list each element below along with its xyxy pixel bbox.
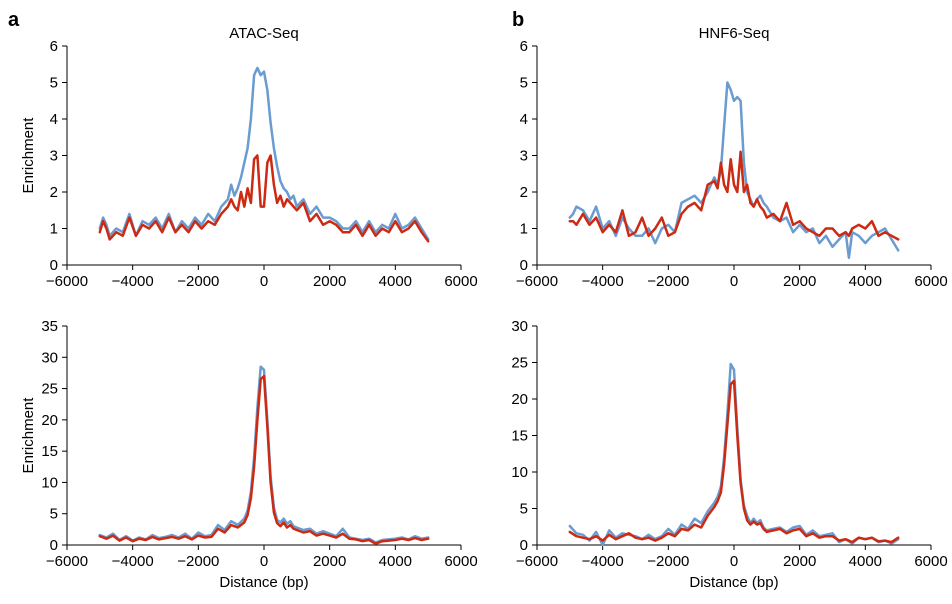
x-tick-label: 2000 (783, 553, 816, 570)
x-tick-label: −4000 (582, 553, 624, 570)
x-tick-label: 2000 (313, 273, 346, 290)
y-tick-label: 15 (41, 443, 58, 460)
chart-panel-a-top: 0 1 2 3 4 5 6 −6000 −4000 −2000 0 2000 4000 6000 ATAC-… (20, 25, 478, 290)
y-tick-label: 20 (511, 391, 528, 408)
x-tick-label: 0 (260, 273, 268, 290)
panel-letter-b: b (512, 9, 524, 31)
y-tick-label: 5 (520, 75, 528, 92)
y-tick-label: 25 (511, 355, 528, 372)
x-tick-label: 2000 (313, 553, 346, 570)
y-tick-label: 0 (520, 257, 528, 274)
y-tick-label: 0 (50, 257, 58, 274)
x-tick-label: −6000 (46, 553, 88, 570)
y-tick-label: 5 (520, 501, 528, 518)
x-tick-label: 4000 (379, 273, 412, 290)
x-axis-label: Distance (bp) (689, 574, 778, 591)
y-tick-label: 10 (511, 464, 528, 481)
y-tick-label: 5 (50, 506, 58, 523)
x-tick-label: −4000 (582, 273, 624, 290)
series-line-blue (568, 81, 900, 259)
x-tick-label: 0 (730, 273, 738, 290)
series-line-blue (98, 66, 430, 241)
y-tick-label: 2 (50, 184, 58, 201)
chart-panel-b-bottom: 0 5 10 15 20 25 30 −6000 −4000 −2000 0 2000 4000 6000… (511, 318, 947, 591)
y-tick-label: 30 (511, 318, 528, 335)
chart-panel-b-top: 0 1 2 3 4 5 6 −6000 −4000 −2000 0 2000 4000 6000 HNF6-… (516, 25, 948, 290)
panel-title: ATAC-Seq (229, 25, 298, 42)
x-tick-label: −4000 (112, 273, 154, 290)
x-tick-label: −6000 (516, 273, 558, 290)
panel-letter-a: a (8, 9, 20, 31)
x-tick-label: −2000 (647, 553, 689, 570)
x-tick-label: 4000 (849, 553, 882, 570)
series-line-red (98, 154, 430, 243)
y-tick-label: 0 (520, 537, 528, 554)
y-tick-label: 2 (520, 184, 528, 201)
x-tick-label: −2000 (647, 273, 689, 290)
y-axis-label: Enrichment (20, 397, 37, 474)
x-tick-label: 0 (260, 553, 268, 570)
y-tick-label: 25 (41, 381, 58, 398)
x-tick-label: 6000 (444, 553, 477, 570)
x-tick-label: 6000 (914, 273, 947, 290)
x-tick-label: −4000 (112, 553, 154, 570)
chart-panel-a-bottom: 0 5 10 15 20 25 30 35 −6000 −4000 −2000 0 2000 4000 60… (20, 318, 478, 591)
y-tick-label: 35 (41, 318, 58, 335)
x-tick-label: 0 (730, 553, 738, 570)
y-tick-label: 30 (41, 349, 58, 366)
x-tick-label: −2000 (177, 273, 219, 290)
x-axis-label: Distance (bp) (219, 574, 308, 591)
y-tick-label: 3 (520, 148, 528, 165)
x-tick-label: 4000 (379, 553, 412, 570)
y-tick-label: 0 (50, 537, 58, 554)
y-tick-label: 15 (511, 428, 528, 445)
x-tick-label: 4000 (849, 273, 882, 290)
x-tick-label: −2000 (177, 553, 219, 570)
y-tick-label: 1 (50, 221, 58, 238)
y-tick-label: 1 (520, 221, 528, 238)
y-tick-label: 5 (50, 75, 58, 92)
y-tick-label: 3 (50, 148, 58, 165)
y-tick-label: 20 (41, 412, 58, 429)
y-tick-label: 4 (50, 111, 58, 128)
panel-title: HNF6-Seq (699, 25, 770, 42)
x-tick-label: −6000 (516, 553, 558, 570)
x-tick-label: −6000 (46, 273, 88, 290)
x-tick-label: 6000 (914, 553, 947, 570)
series-line-red (98, 374, 430, 545)
x-tick-label: 2000 (783, 273, 816, 290)
y-tick-label: 4 (520, 111, 528, 128)
x-tick-label: 6000 (444, 273, 477, 290)
series-line-red (568, 379, 900, 544)
y-tick-label: 6 (520, 38, 528, 55)
y-tick-label: 6 (50, 38, 58, 55)
series-line-red (568, 150, 900, 241)
y-axis-label: Enrichment (20, 117, 37, 194)
y-tick-label: 10 (41, 474, 58, 491)
